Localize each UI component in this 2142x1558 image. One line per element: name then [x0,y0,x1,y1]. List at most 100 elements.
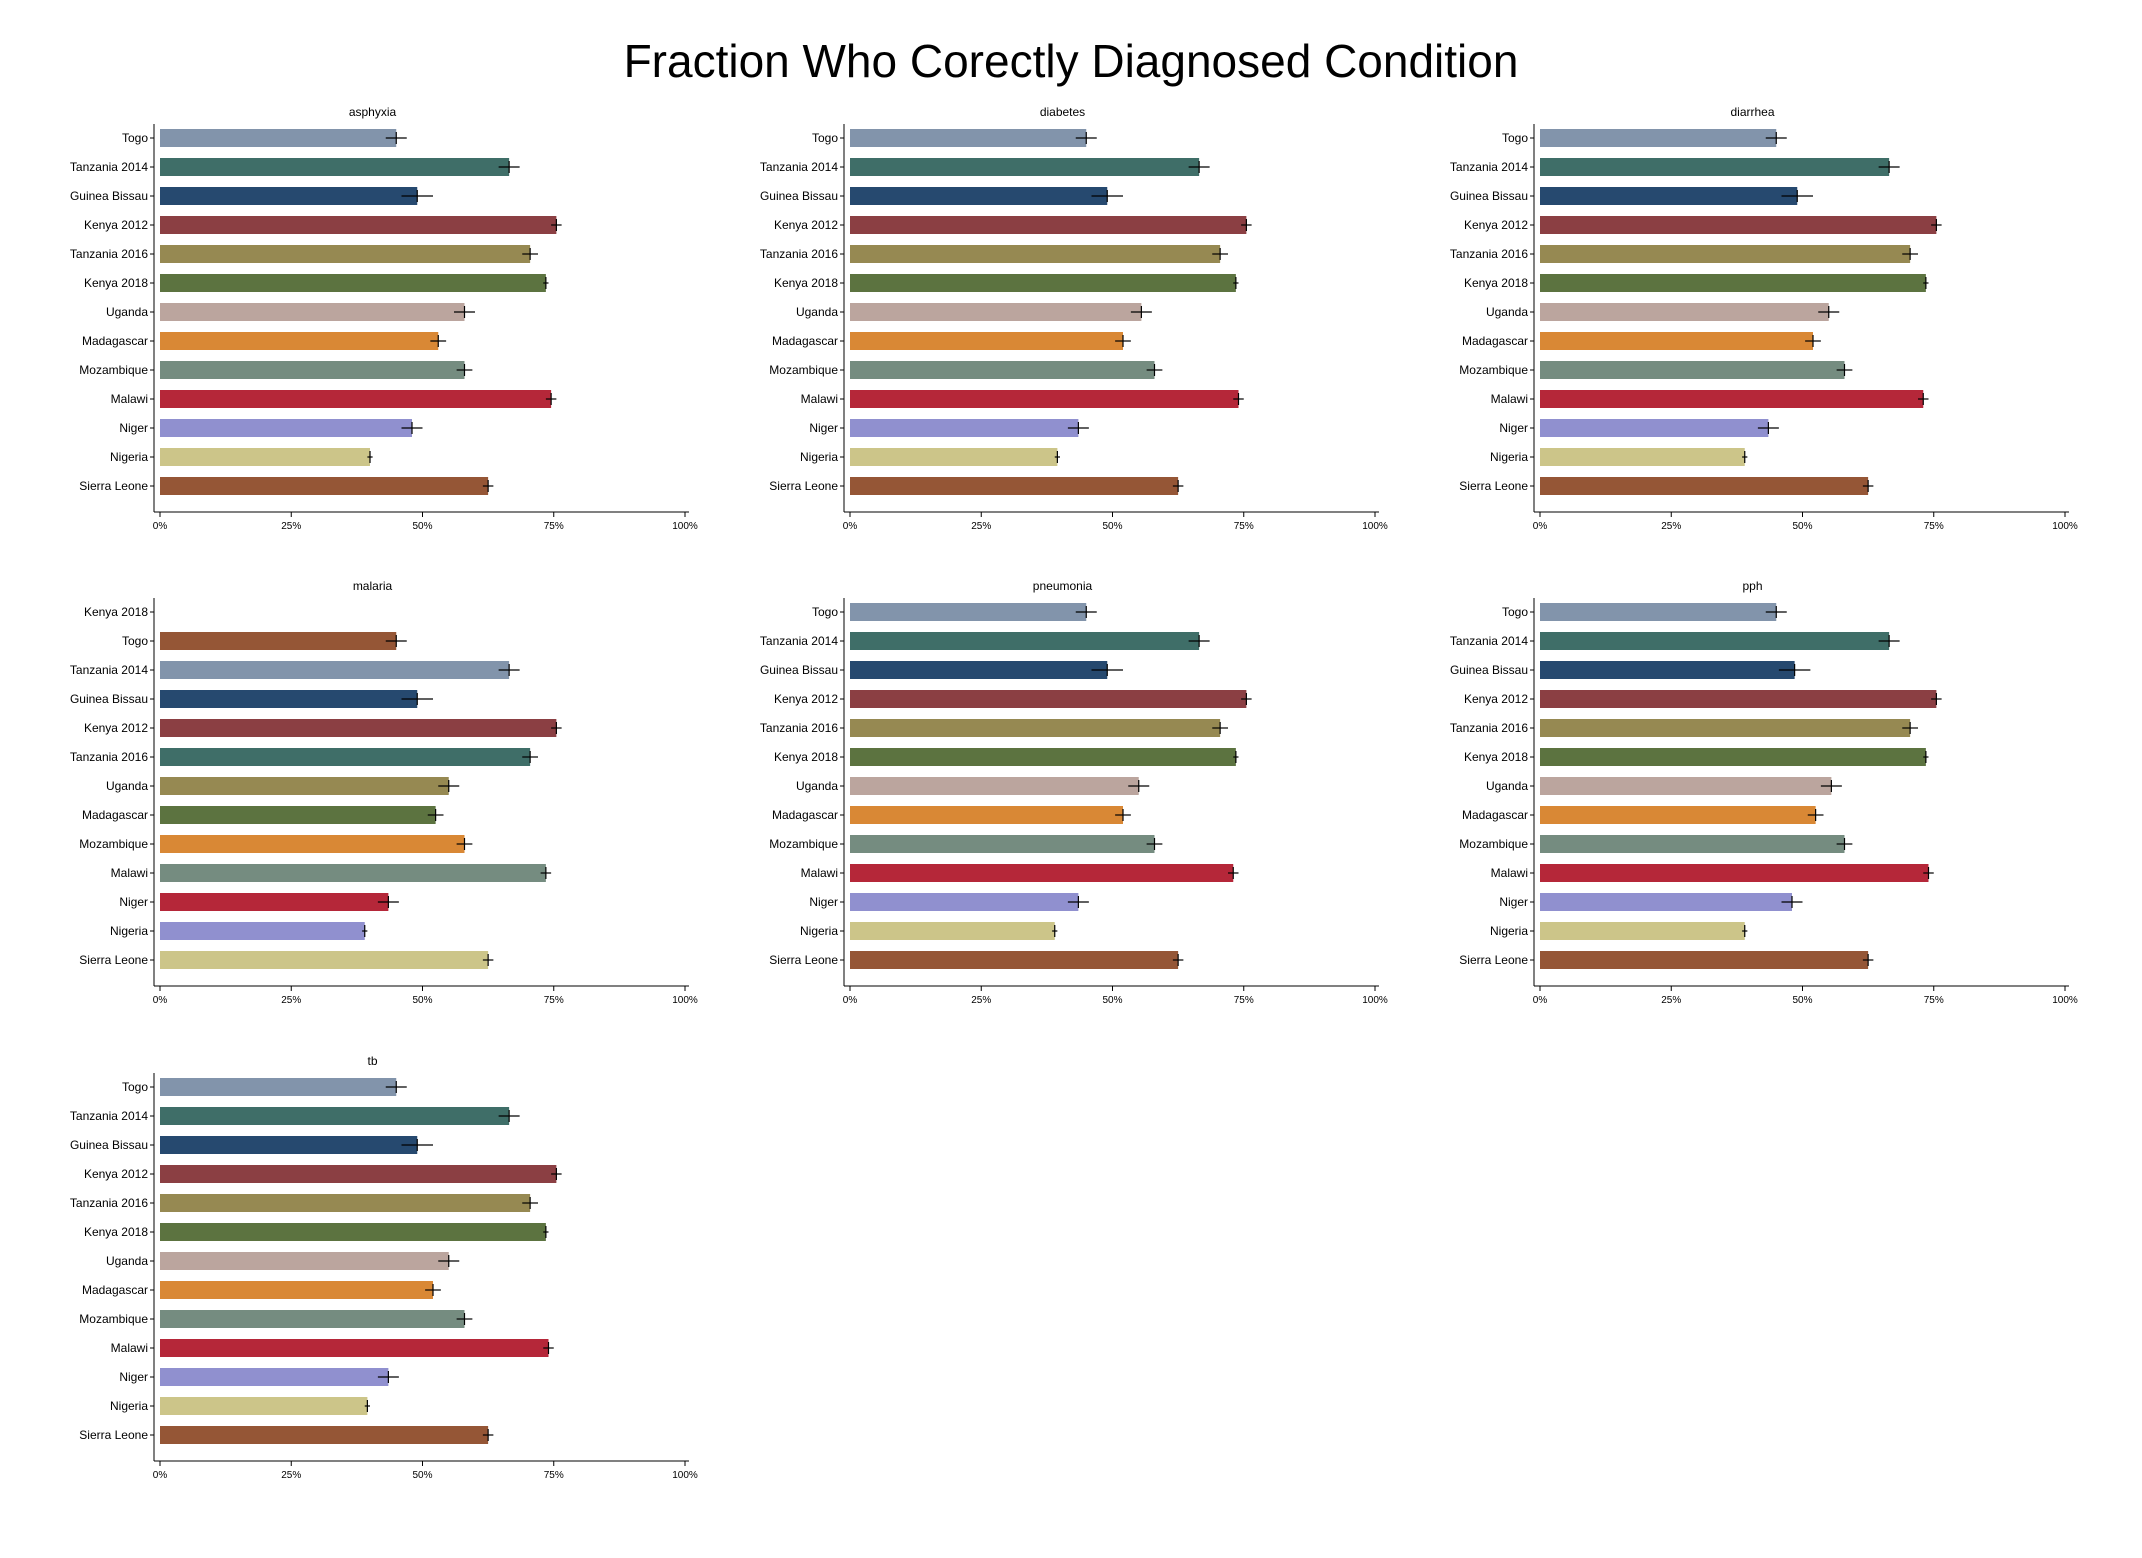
bar-tanzania-2014 [1540,632,1890,650]
chart-panel-asphyxia: asphyxia 0% 25% 50% 75% 100% Togo Tanzania 2014… [70,105,698,532]
category-label: Uganda [796,305,838,319]
bar-uganda [160,303,465,321]
x-tick-label: 50% [412,521,432,532]
x-tick-label: 25% [971,521,991,532]
bar-nigeria [850,922,1055,940]
bar-malawi [1540,864,1929,882]
bar-madagascar [1540,332,1813,350]
bar-mozambique [160,1310,465,1328]
bar-madagascar [1540,806,1816,824]
x-tick-label: 100% [672,995,698,1006]
x-tick-label: 100% [1362,995,1388,1006]
category-label: Madagascar [772,334,838,348]
category-label: Madagascar [82,334,148,348]
category-label: Niger [809,421,838,435]
category-label: Sierra Leone [79,953,148,967]
x-tick-label: 75% [544,995,564,1006]
category-label: Togo [812,605,838,619]
category-label: Nigeria [1490,924,1528,938]
category-label: Nigeria [800,450,838,464]
bar-tanzania-2014 [160,158,510,176]
category-label: Tanzania 2016 [760,247,838,261]
category-label: Kenya 2018 [84,1225,148,1239]
category-label: Madagascar [1462,334,1528,348]
category-label: Sierra Leone [1459,953,1528,967]
bar-niger [850,419,1079,437]
category-label: Kenya 2018 [1464,750,1528,764]
category-label: Guinea Bissau [1450,189,1528,203]
chart-panel-diarrhea: diarrhea 0% 25% 50% 75% 100% Togo Tanzania 2014… [1450,105,2078,532]
category-label: Malawi [801,866,838,880]
category-label: Madagascar [82,1283,148,1297]
category-label: Togo [1502,131,1528,145]
category-label: Niger [119,1370,148,1384]
bar-uganda [850,303,1142,321]
bar-madagascar [160,806,436,824]
category-label: Guinea Bissau [70,189,148,203]
bar-kenya-2018 [1540,748,1926,766]
category-label: Guinea Bissau [760,189,838,203]
chart-panel-malaria: malaria 0% 25% 50% 75% 100% Kenya 2018 Togo Tanz… [70,579,698,1006]
x-tick-label: 25% [971,995,991,1006]
bar-mozambique [1540,835,1845,853]
x-tick-label: 100% [2052,995,2078,1006]
x-tick-label: 0% [153,521,168,532]
category-label: Guinea Bissau [760,663,838,677]
bar-malawi [160,864,546,882]
x-tick-label: 50% [1792,521,1812,532]
category-label: Tanzania 2016 [1450,247,1528,261]
bar-nigeria [160,1397,368,1415]
bar-sierra-leone [1540,477,1869,495]
category-label: Nigeria [800,924,838,938]
x-tick-label: 25% [1661,521,1681,532]
bar-kenya-2018 [160,1223,546,1241]
category-label: Niger [119,895,148,909]
category-label: Uganda [1486,779,1528,793]
bar-madagascar [160,332,439,350]
bar-uganda [160,777,449,795]
category-label: Sierra Leone [1459,479,1528,493]
category-label: Niger [809,895,838,909]
category-label: Nigeria [110,1399,148,1413]
bar-sierra-leone [1540,951,1869,969]
bar-togo [160,632,397,650]
bar-tanzania-2016 [160,245,531,263]
bar-kenya-2012 [850,690,1247,708]
category-label: Madagascar [82,808,148,822]
category-label: Malawi [801,392,838,406]
bar-guinea-bissau [1540,661,1795,679]
panel-title: asphyxia [349,105,397,119]
category-label: Togo [122,634,148,648]
category-label: Tanzania 2014 [70,663,148,677]
category-label: Tanzania 2014 [1450,160,1528,174]
bar-kenya-2012 [160,216,557,234]
panel-title: tb [367,1054,377,1068]
bar-togo [160,129,397,147]
category-label: Uganda [1486,305,1528,319]
bar-niger [160,893,389,911]
bar-guinea-bissau [160,1136,418,1154]
bar-togo [850,129,1087,147]
bar-tanzania-2014 [160,1107,510,1125]
panel-title: malaria [353,579,393,593]
bar-niger [850,893,1079,911]
bar-guinea-bissau [1540,187,1798,205]
page-title: Fraction Who Corectly Diagnosed Conditio… [623,35,1519,87]
bar-malawi [1540,390,1924,408]
category-label: Niger [1499,895,1528,909]
bar-malawi [850,390,1239,408]
category-label: Kenya 2018 [84,276,148,290]
bar-guinea-bissau [160,690,418,708]
category-label: Guinea Bissau [70,692,148,706]
category-label: Kenya 2012 [1464,218,1528,232]
bar-kenya-2018 [850,274,1236,292]
category-label: Tanzania 2014 [760,160,838,174]
bar-malawi [160,1339,549,1357]
category-label: Kenya 2018 [774,276,838,290]
category-label: Togo [1502,605,1528,619]
panel-title: pneumonia [1033,579,1093,593]
category-label: Kenya 2012 [84,218,148,232]
x-tick-label: 0% [153,1470,168,1481]
category-label: Madagascar [772,808,838,822]
chart-panel-tb: tb 0% 25% 50% 75% 100% Togo Tanzania 2014 Guinea… [70,1054,698,1481]
